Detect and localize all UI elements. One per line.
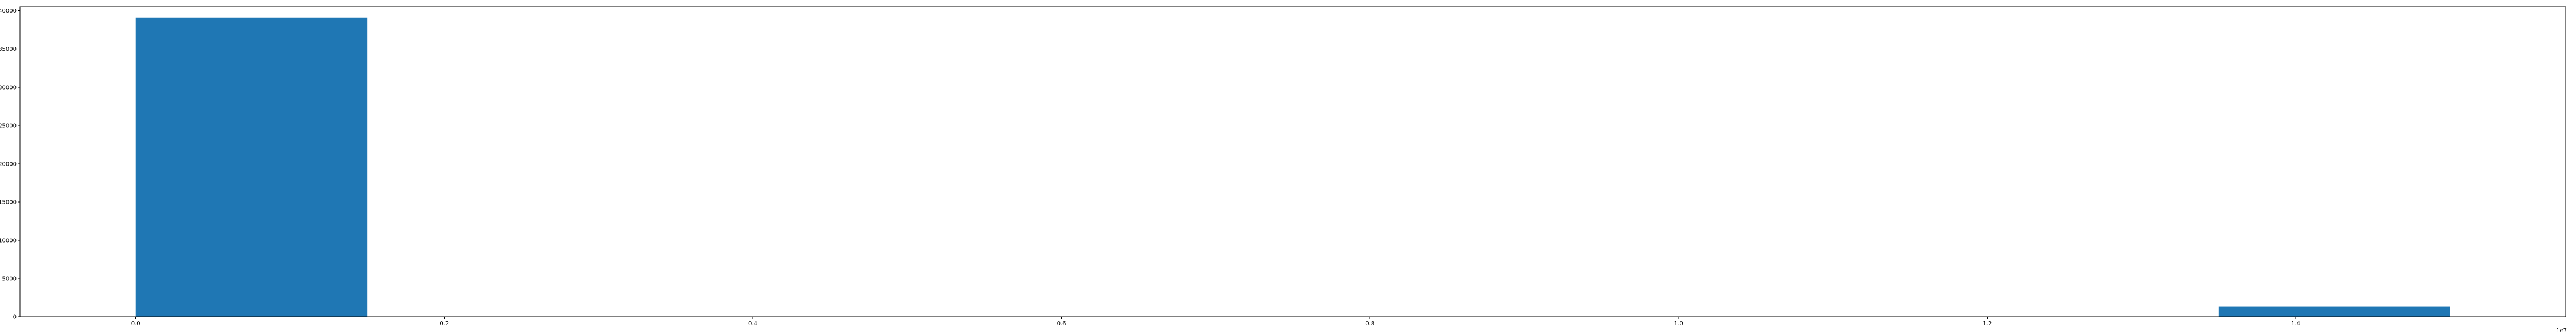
y-tick-label: 35000 [0,46,17,53]
x-axis-ticks: 0.0 0.2 0.4 0.6 0.8 1.0 1.2 1.4 [131,317,2300,327]
histogram-bar-1 [2219,307,2450,317]
bars-layer [136,18,2450,317]
y-tick-label: 40000 [0,8,17,14]
x-axis-offset-label: 1e7 [2556,328,2567,334]
y-axis-ticks: 0 5000 10000 15000 20000 25000 30000 35000 40000 [0,8,20,320]
x-tick-label: 0.0 [131,321,140,327]
y-tick-label: 25000 [0,123,17,129]
y-tick-label: 20000 [0,161,17,167]
x-tick-label: 1.2 [1982,321,1992,327]
y-tick-label: 0 [13,314,17,321]
x-tick-label: 0.4 [748,321,757,327]
x-tick-label: 0.2 [440,321,449,327]
x-tick-label: 0.6 [1057,321,1066,327]
y-tick-label: 30000 [0,84,17,91]
plot-frame [20,7,2566,317]
x-tick-label: 1.4 [2291,321,2300,327]
axes-layer [20,7,2566,317]
histogram-bar-0 [136,18,367,317]
y-tick-label: 10000 [0,237,17,244]
x-tick-label: 1.0 [1674,321,1683,327]
y-tick-label: 15000 [0,199,17,205]
y-tick-label: 5000 [2,276,17,282]
x-tick-label: 0.8 [1365,321,1374,327]
